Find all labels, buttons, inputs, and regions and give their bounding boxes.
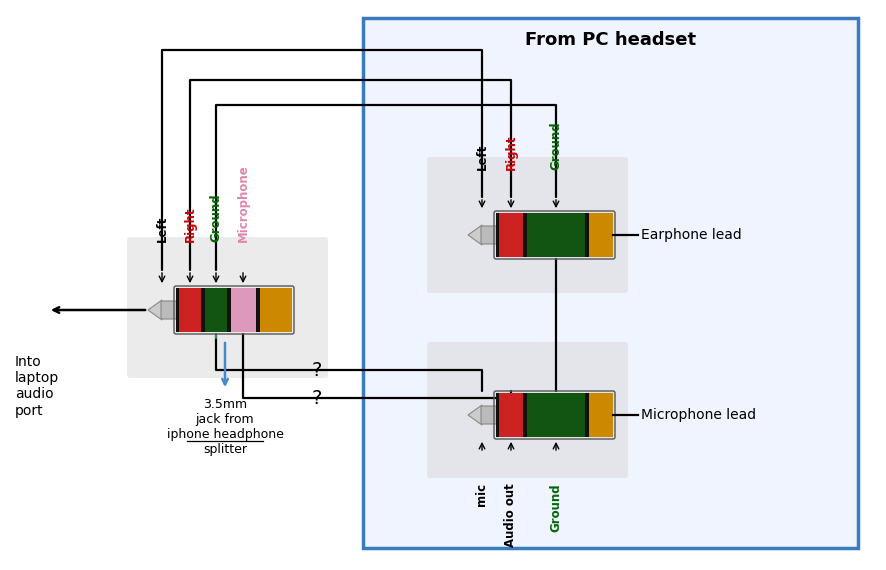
Bar — [585, 213, 589, 257]
Bar — [227, 288, 231, 332]
FancyBboxPatch shape — [481, 406, 497, 424]
Text: 3.5mm: 3.5mm — [203, 398, 247, 411]
Bar — [585, 393, 589, 437]
Polygon shape — [148, 300, 162, 320]
Text: Audio out: Audio out — [504, 483, 517, 547]
Text: Right: Right — [183, 206, 197, 242]
Text: splitter: splitter — [203, 443, 247, 456]
Bar — [527, 393, 585, 437]
Text: jack from: jack from — [196, 413, 254, 426]
Bar — [499, 393, 523, 437]
Text: Earphone lead: Earphone lead — [641, 228, 742, 242]
Bar — [523, 393, 527, 437]
FancyBboxPatch shape — [427, 157, 628, 293]
FancyBboxPatch shape — [127, 237, 328, 378]
Polygon shape — [468, 225, 482, 245]
Bar — [256, 288, 260, 332]
FancyBboxPatch shape — [481, 226, 497, 244]
Text: Ground: Ground — [549, 483, 563, 532]
Bar — [179, 288, 201, 332]
Text: Left: Left — [476, 144, 488, 170]
Text: Left: Left — [156, 215, 168, 242]
Bar — [496, 213, 499, 257]
Bar — [201, 288, 205, 332]
Text: Ground: Ground — [209, 193, 222, 242]
Bar — [176, 288, 179, 332]
Text: mic: mic — [476, 483, 488, 506]
FancyBboxPatch shape — [161, 301, 177, 319]
FancyBboxPatch shape — [427, 342, 628, 478]
Text: ?: ? — [312, 360, 322, 380]
FancyBboxPatch shape — [363, 18, 858, 548]
Text: iphone headphone: iphone headphone — [167, 428, 284, 441]
Bar — [231, 288, 256, 332]
Bar — [523, 213, 527, 257]
Bar — [205, 288, 227, 332]
Text: Into
laptop
audio
port: Into laptop audio port — [15, 355, 59, 418]
Text: ?: ? — [312, 389, 322, 408]
Text: Right: Right — [504, 135, 517, 170]
Text: Ground: Ground — [549, 121, 563, 170]
Text: Microphone lead: Microphone lead — [641, 408, 756, 422]
Bar — [496, 393, 499, 437]
Bar — [589, 213, 613, 257]
Bar — [589, 393, 613, 437]
Bar — [260, 288, 292, 332]
Polygon shape — [468, 405, 482, 425]
Bar — [499, 213, 523, 257]
Bar — [527, 213, 585, 257]
Text: Microphone: Microphone — [237, 164, 250, 242]
Text: From PC headset: From PC headset — [525, 31, 696, 49]
